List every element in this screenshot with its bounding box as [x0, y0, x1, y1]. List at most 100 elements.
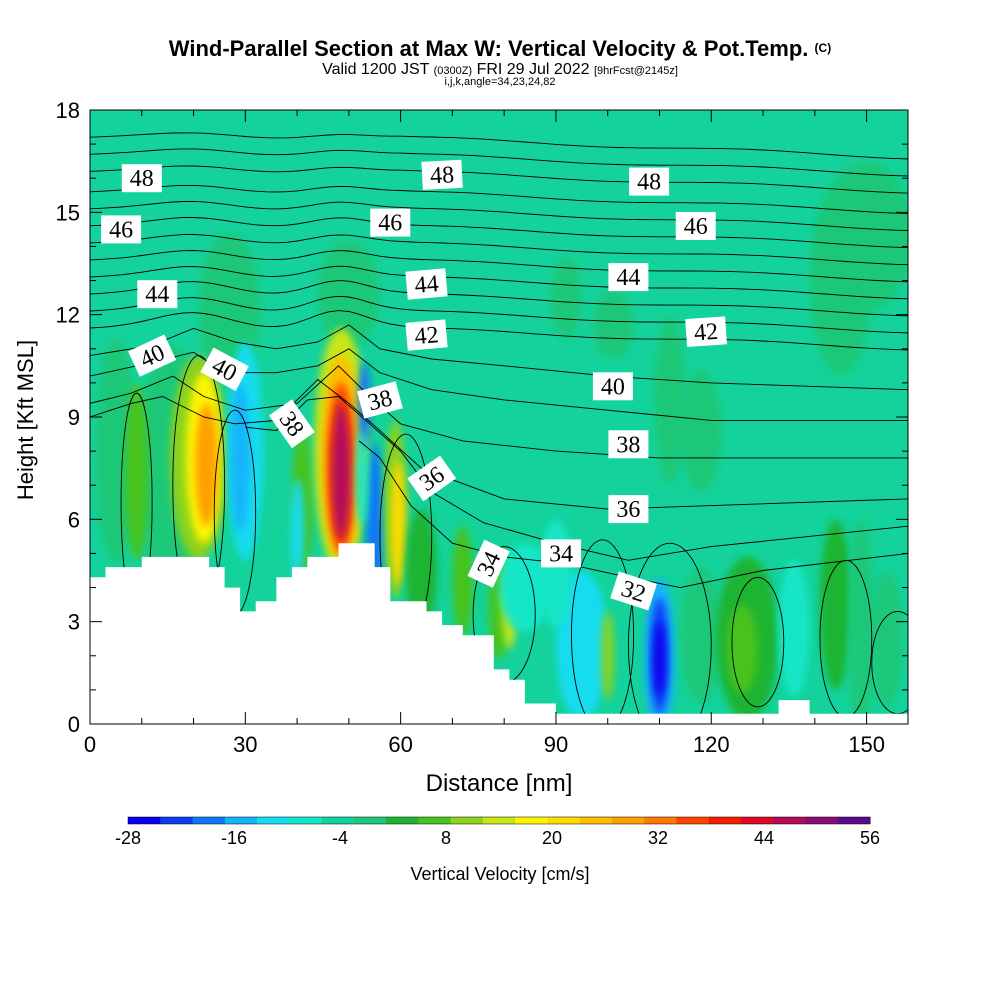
- contour-label-text: 46: [378, 211, 402, 237]
- velocity-cell: [871, 570, 903, 707]
- chart-title-text: Wind-Parallel Section at Max W: Vertical…: [168, 36, 809, 61]
- contour-label: 46: [675, 212, 716, 240]
- contour-label-bg: [128, 334, 177, 377]
- colorbar-tick-label: -4: [332, 828, 348, 848]
- contour-label: 42: [685, 316, 728, 348]
- contour-label: 48: [421, 159, 463, 190]
- theta-contour: [90, 378, 908, 510]
- colorbar-swatch: [805, 817, 839, 824]
- x-tick-label: 0: [84, 732, 96, 757]
- colorbar-swatch: [160, 817, 194, 824]
- colorbar-swatch: [192, 817, 226, 824]
- colorbar-swatch: [224, 817, 258, 824]
- contour-label-text: 46: [109, 217, 133, 243]
- velocity-cell: [778, 560, 810, 697]
- theta-contour: [90, 200, 908, 232]
- contour-label: 40: [592, 372, 633, 401]
- colorbar-tick-label: -28: [115, 828, 141, 848]
- velocity-cell: [654, 314, 686, 486]
- velocity-cell: [680, 369, 722, 493]
- colorbar-swatch: [450, 817, 484, 824]
- contour-label-text: 46: [684, 214, 708, 240]
- contour-label: 38: [356, 381, 403, 419]
- contour-label: 46: [101, 215, 142, 244]
- colorbar-swatch: [708, 817, 742, 824]
- colorbar-swatch: [773, 817, 806, 824]
- y-tick-label: 0: [68, 712, 80, 737]
- colorbar-swatch: [353, 817, 387, 824]
- colorbar-label: Vertical Velocity [cm/s]: [410, 864, 589, 884]
- contour-label-bg: [370, 208, 411, 237]
- contour-label-bg: [121, 164, 162, 193]
- contour-label-bg: [405, 319, 448, 351]
- contour-label: 48: [629, 167, 670, 196]
- colorbar-swatch: [257, 817, 290, 824]
- contour-label: 44: [608, 263, 649, 292]
- theta-contour: [90, 234, 908, 266]
- theta-contour: [90, 165, 908, 194]
- theta-contour: [245, 396, 908, 561]
- colorbar: -28 -16 -4 8 20 32 44 56: [115, 816, 880, 848]
- contour-label: 42: [405, 319, 448, 351]
- valid-time-utc: (0300Z): [433, 65, 473, 77]
- chart-title: Wind-Parallel Section at Max W: Vertical…: [0, 36, 1000, 62]
- colorbar-swatch: [611, 817, 645, 824]
- x-axis: 0 30 60 90 120 150: [84, 110, 885, 757]
- velocity-cell: [317, 239, 380, 349]
- contour-label: 48: [121, 164, 162, 193]
- velocity-cell: [680, 567, 722, 704]
- contour-label-bg: [101, 215, 142, 244]
- contour-label: 36: [608, 495, 649, 524]
- contour-label-text: 36: [616, 497, 640, 523]
- theta-contour: [90, 217, 908, 249]
- contour-label-text: 44: [616, 265, 640, 291]
- forecast-tag: [9hrFcst@2145z]: [593, 65, 678, 77]
- colorbar-tick-label: 8: [441, 828, 451, 848]
- x-tick-label: 30: [233, 732, 257, 757]
- velocity-cell: [498, 543, 551, 632]
- velocity-cell: [125, 382, 148, 561]
- contour-label-bg: [629, 167, 670, 196]
- velocity-cell: [819, 519, 852, 690]
- contour-label-bg: [608, 263, 649, 292]
- velocity-cell: [592, 290, 634, 360]
- colorbar-swatch: [418, 817, 452, 824]
- colorbar-swatch: [740, 817, 774, 824]
- velocity-cell: [653, 621, 666, 697]
- velocity-cell: [289, 478, 305, 581]
- colorbar-swatch: [321, 817, 355, 824]
- y-tick-label: 6: [68, 507, 80, 532]
- terrain-mask: [90, 543, 908, 724]
- colorbar-swatch: [386, 817, 419, 824]
- theta-contour: [731, 576, 785, 708]
- colorbar-tick-label: 56: [860, 828, 880, 848]
- x-tick-label: 90: [544, 732, 568, 757]
- theta-contour: [90, 365, 908, 459]
- copyright-mark: (C): [814, 41, 832, 55]
- colorbar-swatch: [579, 817, 613, 824]
- theta-contour: [90, 265, 908, 300]
- velocity-cell: [848, 519, 875, 724]
- y-tick-label: 18: [56, 98, 80, 123]
- contour-label-text: 40: [601, 374, 625, 400]
- colorbar-tick-label: 44: [754, 828, 774, 848]
- theta-contour: [90, 250, 908, 283]
- x-tick-label: 150: [848, 732, 885, 757]
- contour-label-text: 42: [693, 319, 719, 347]
- theta-contour: [90, 184, 908, 215]
- colorbar-swatch: [128, 817, 161, 824]
- y-tick-label: 12: [56, 303, 80, 328]
- theta-contour: [90, 348, 908, 421]
- contour-label-bg: [200, 347, 249, 391]
- contour-label-bg: [608, 430, 649, 459]
- contour-label-text: 34: [549, 541, 573, 567]
- theta-contour: [90, 132, 908, 160]
- theta-contour: [571, 539, 635, 724]
- colorbar-tick-label: -16: [221, 828, 247, 848]
- contour-label-bg: [541, 539, 582, 568]
- x-tick-label: 60: [388, 732, 412, 757]
- colorbar-tick-label: 32: [648, 828, 668, 848]
- colorbar-tick-label: 20: [542, 828, 562, 848]
